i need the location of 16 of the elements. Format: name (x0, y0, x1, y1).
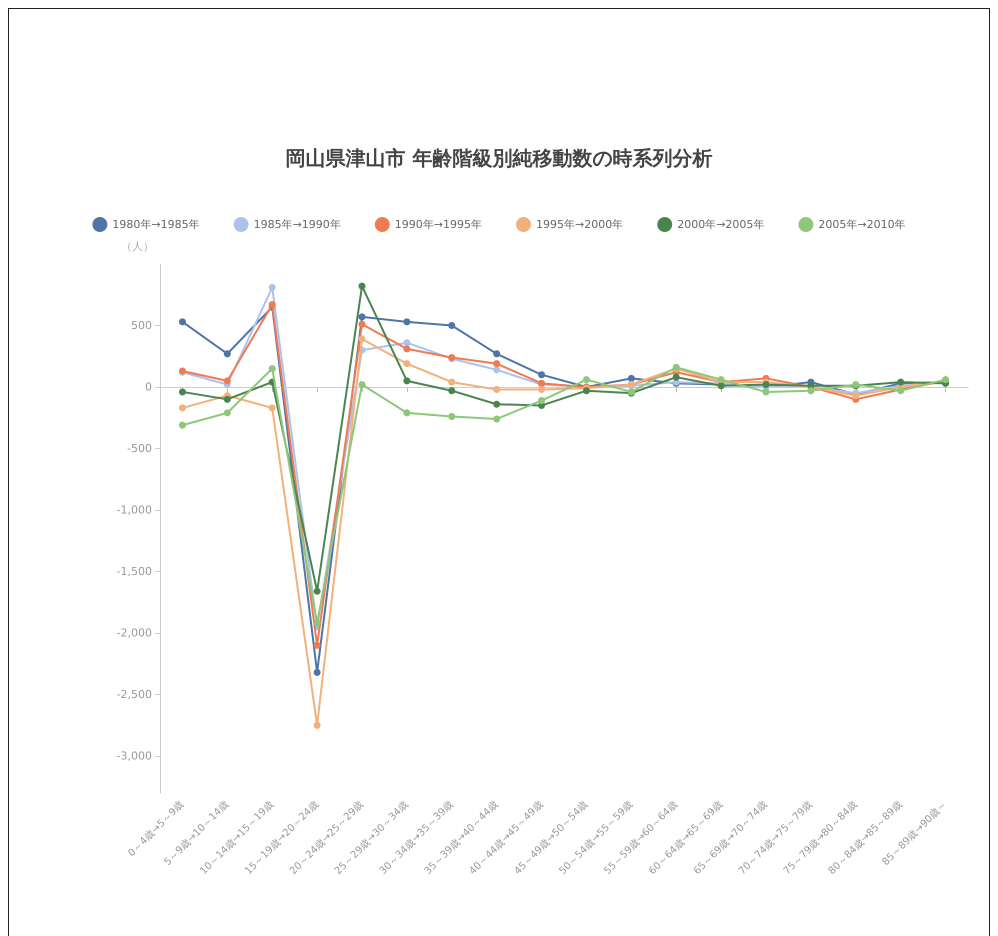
legend-label: 2005年→2010年 (818, 218, 906, 231)
y-tick-label: -1,500 (116, 565, 152, 578)
legend-label: 1980年→1985年 (112, 218, 200, 231)
y-tick-label: -2,500 (116, 688, 152, 702)
legend-label: 2000年→2005年 (677, 218, 764, 231)
y-tick-label: -1,000 (116, 504, 152, 517)
legend-label: 1995年→2000年 (536, 218, 624, 231)
y-tick-label: 0 (145, 380, 152, 394)
y-tick-label: -3,000 (116, 750, 152, 763)
chart-title: 岡山県津山市 年齢階級別純移動数の時系列分析 (286, 146, 712, 170)
y-tick-label: 500 (131, 319, 152, 332)
y-axis-title: （人） (121, 240, 154, 253)
legend-label: 1990年→1995年 (394, 218, 482, 231)
legend-label: 1985年→1990年 (254, 218, 341, 231)
y-tick-label: -500 (127, 442, 152, 456)
y-tick-label: -2,000 (116, 626, 152, 640)
